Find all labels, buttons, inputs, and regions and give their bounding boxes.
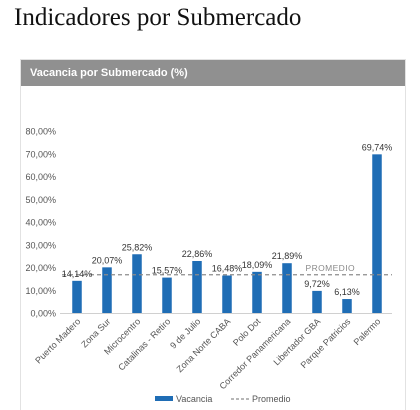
bar — [282, 263, 292, 313]
data-label: 14,14% — [62, 269, 93, 279]
y-tick-label: 80,00% — [25, 127, 56, 137]
data-label: 15,57% — [152, 266, 183, 276]
data-label: 25,82% — [122, 242, 153, 252]
data-label: 6,13% — [334, 287, 360, 297]
data-label: 22,86% — [182, 249, 213, 259]
y-tick-label: 30,00% — [25, 240, 56, 250]
data-label: 18,09% — [242, 260, 273, 270]
data-label: 20,07% — [92, 255, 123, 265]
bars — [72, 154, 382, 313]
y-tick-label: 0,00% — [30, 309, 56, 319]
y-axis: 0,00% 10,00% 20,00% 30,00% 40,00% 50,00% 60,00… — [25, 127, 56, 319]
bar — [312, 290, 322, 313]
y-tick-label: 20,00% — [25, 263, 56, 273]
x-tick-label: Palermo — [352, 316, 383, 347]
bar — [252, 271, 262, 313]
legend-swatch-vacancia — [155, 396, 173, 401]
bar — [162, 277, 172, 313]
bar — [102, 267, 112, 313]
data-label: 9,72% — [304, 279, 330, 289]
bar — [132, 254, 142, 313]
legend: Vacancia Promedio — [155, 394, 291, 404]
x-tick-label: Catalinas - Retiro — [116, 316, 172, 372]
y-tick-label: 10,00% — [25, 286, 56, 296]
bar — [222, 275, 232, 313]
y-tick-label: 70,00% — [25, 149, 56, 159]
legend-label-promedio: Promedio — [252, 394, 291, 404]
bar — [192, 260, 202, 313]
page-title: Indicadores por Submercado — [14, 4, 302, 31]
data-label: 21,89% — [272, 251, 303, 261]
x-tick-label: Puerto Madero — [33, 316, 82, 365]
data-labels: 14,14% 20,07% 25,82% 15,57% 22,86% 16,48% 18,0… — [62, 142, 393, 297]
average-line-group: PROMEDIO — [62, 263, 392, 276]
bar — [72, 280, 82, 313]
data-label: 16,48% — [212, 264, 243, 274]
bar — [342, 299, 352, 313]
bar — [372, 154, 382, 313]
y-tick-label: 50,00% — [25, 195, 56, 205]
data-label: 69,74% — [362, 142, 393, 152]
y-tick-label: 40,00% — [25, 218, 56, 228]
average-label: PROMEDIO — [306, 263, 355, 273]
legend-label-vacancia: Vacancia — [176, 394, 212, 404]
y-tick-label: 60,00% — [25, 172, 56, 182]
chart-panel: Vacancia por Submercado (%) — [20, 59, 406, 410]
x-tick-label: Zona Norte CABA — [174, 316, 232, 374]
chart-header: Vacancia por Submercado (%) — [21, 60, 405, 86]
